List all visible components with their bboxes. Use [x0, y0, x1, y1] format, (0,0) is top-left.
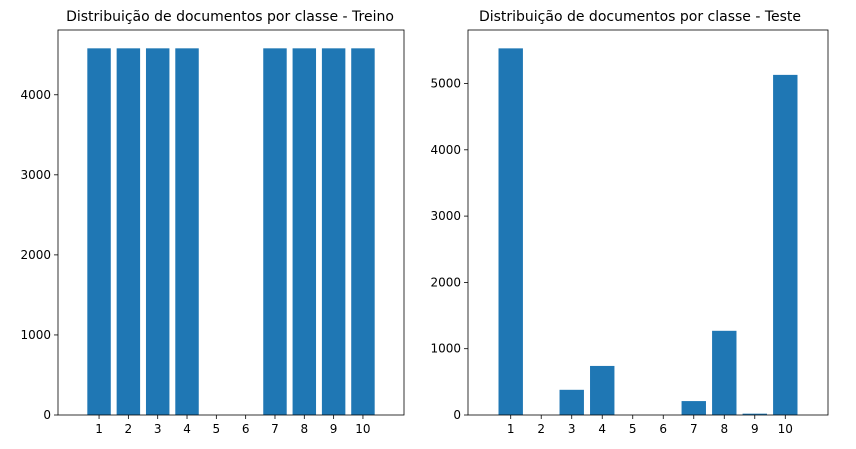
y-tick-label: 4000	[20, 88, 51, 102]
bar-7	[681, 401, 706, 415]
y-tick-label: 4000	[430, 143, 461, 157]
y-tick-label: 0	[43, 408, 51, 422]
bar-9	[321, 48, 346, 415]
plot-frame	[467, 29, 829, 416]
chart-treino: Distribuição de documentos por classe - …	[20, 9, 405, 436]
y-tick-label: 2000	[430, 275, 461, 289]
x-tick-label: 3	[154, 422, 162, 436]
x-tick-label: 10	[778, 422, 793, 436]
bar-3	[559, 389, 584, 415]
x-tick-label: 2	[125, 422, 133, 436]
x-tick-label: 10	[355, 422, 370, 436]
bar-9	[742, 413, 767, 415]
y-tick-label: 1000	[430, 342, 461, 356]
y-tick-label: 1000	[20, 328, 51, 342]
y-tick-label: 3000	[430, 209, 461, 223]
x-tick-label: 4	[183, 422, 191, 436]
x-tick-label: 7	[690, 422, 698, 436]
x-tick-label: 9	[330, 422, 338, 436]
bar-10	[773, 74, 798, 415]
bar-4	[175, 48, 199, 415]
y-tick-label: 2000	[20, 248, 51, 262]
x-tick-label: 6	[659, 422, 667, 436]
bar-1	[498, 48, 523, 416]
bar-7	[263, 48, 287, 415]
x-tick-label: 8	[300, 422, 308, 436]
x-tick-label: 9	[751, 422, 759, 436]
x-tick-label: 2	[537, 422, 545, 436]
bar-10	[351, 48, 375, 415]
y-tick-label: 5000	[430, 77, 461, 91]
x-tick-label: 4	[598, 422, 606, 436]
x-tick-label: 1	[507, 422, 515, 436]
bar-3	[145, 48, 170, 415]
x-tick-label: 1	[95, 422, 103, 436]
bar-8	[712, 330, 737, 415]
chart-title: Distribuição de documentos por classe - …	[479, 9, 801, 25]
bar-8	[292, 48, 317, 415]
x-tick-label: 5	[629, 422, 637, 436]
plot-frame	[57, 29, 405, 416]
bar-1	[87, 48, 111, 415]
x-tick-label: 7	[271, 422, 279, 436]
chart-teste: Distribuição de documentos por classe - …	[430, 9, 829, 436]
x-tick-label: 3	[568, 422, 576, 436]
y-tick-label: 0	[453, 408, 461, 422]
y-tick-label: 3000	[20, 168, 51, 182]
x-tick-label: 5	[213, 422, 221, 436]
chart-title: Distribuição de documentos por classe - …	[66, 9, 394, 25]
x-tick-label: 8	[720, 422, 728, 436]
bar-4	[590, 365, 615, 415]
x-tick-label: 6	[242, 422, 250, 436]
bar-2	[116, 48, 141, 415]
